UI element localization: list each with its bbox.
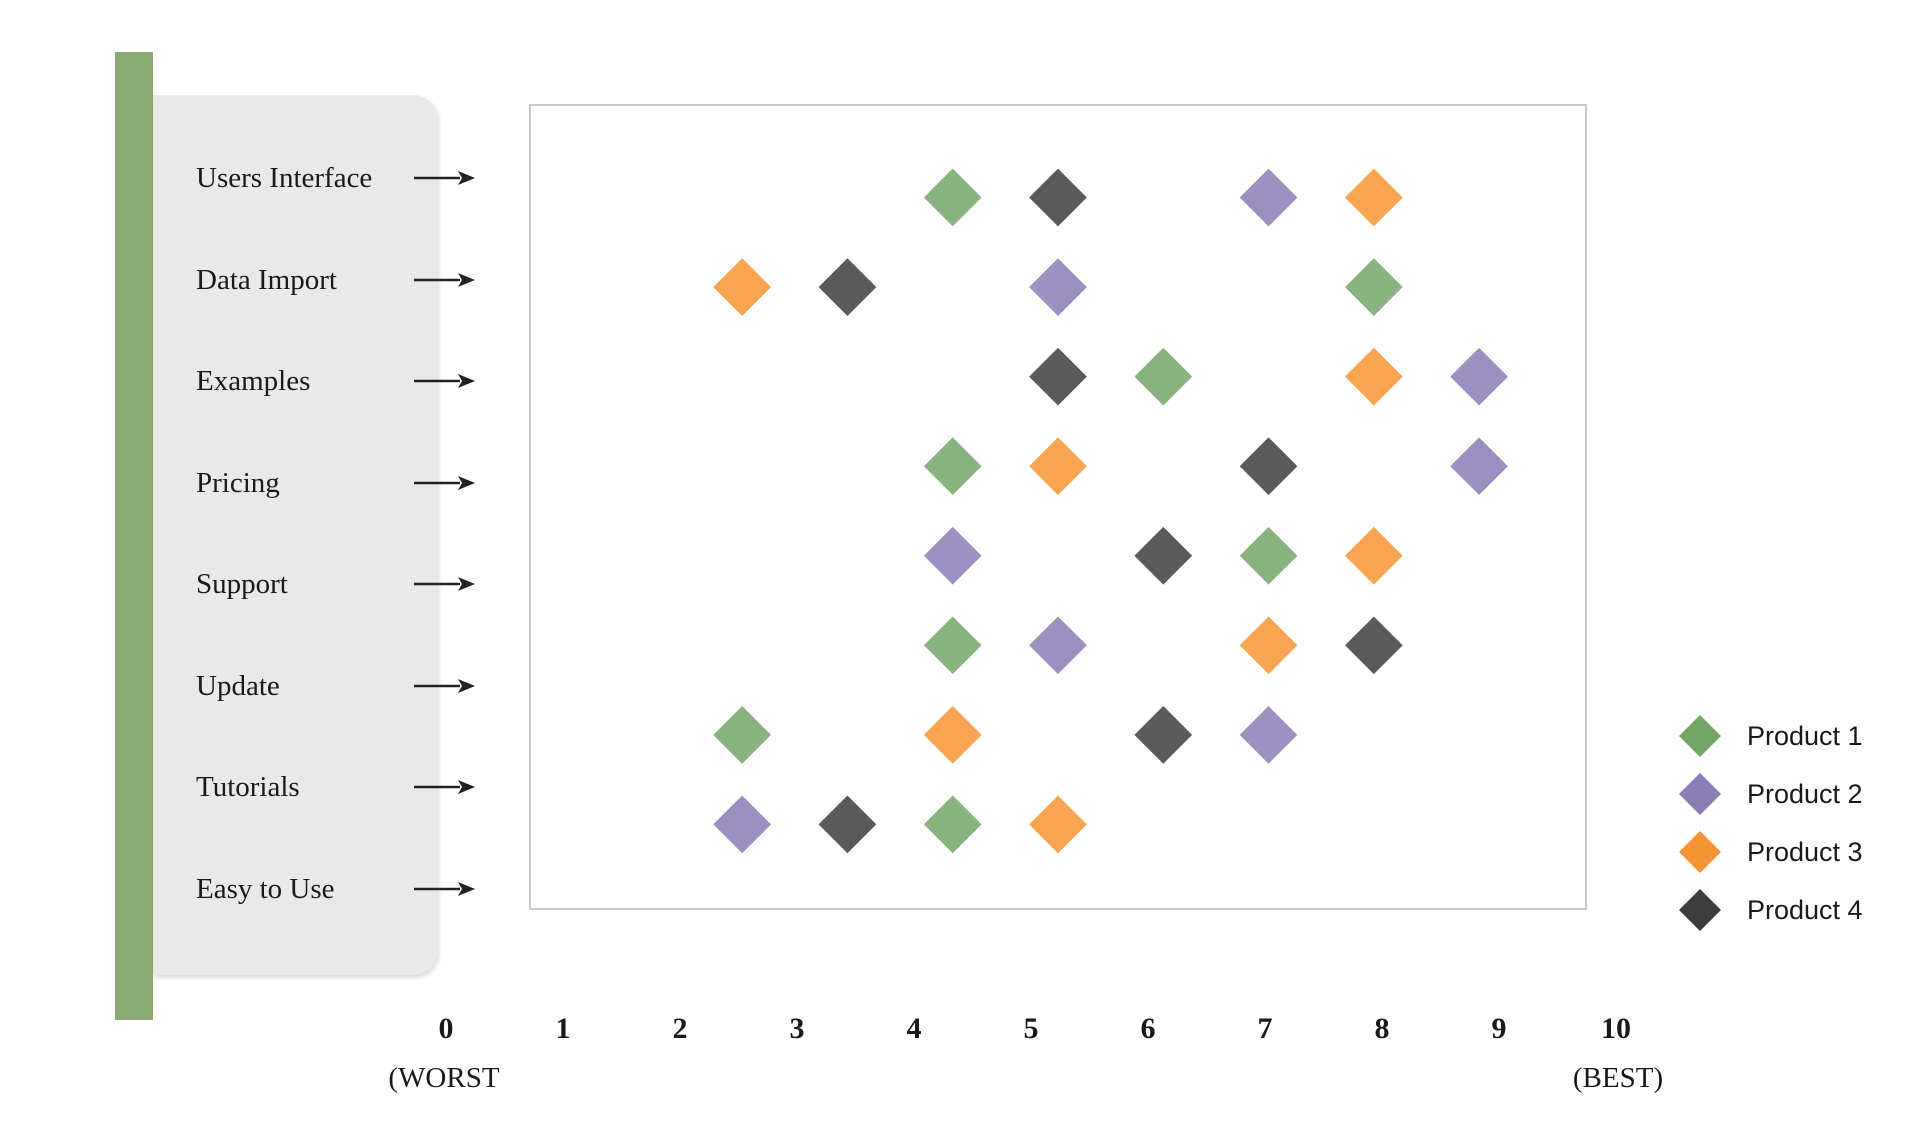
scatter-marker xyxy=(1029,795,1087,854)
legend-item: Product 3 xyxy=(1678,830,1863,874)
scatter-marker xyxy=(1029,347,1087,406)
category-arrow-icon xyxy=(414,577,475,591)
legend-item: Product 2 xyxy=(1678,772,1863,816)
x-tick-label: 4 xyxy=(906,1012,922,1045)
category-arrow-icon xyxy=(414,374,475,388)
scatter-marker xyxy=(923,706,982,764)
legend-label: Product 2 xyxy=(1747,778,1863,809)
scatter-marker xyxy=(1029,168,1087,227)
scatter-marker xyxy=(1029,437,1087,496)
category-arrow-icon xyxy=(414,475,475,490)
chart-plot-area xyxy=(529,104,1587,910)
scatter-marker xyxy=(1029,616,1087,675)
legend-label: Product 1 xyxy=(1747,720,1863,751)
legend-label: Product 3 xyxy=(1747,836,1863,867)
scatter-marker xyxy=(1450,437,1508,496)
category-label: Pricing xyxy=(196,466,280,499)
scatter-marker xyxy=(923,795,982,854)
legend-label: Product 4 xyxy=(1747,894,1863,925)
x-tick-label: 1 xyxy=(555,1012,571,1045)
legend-item: Product 1 xyxy=(1678,714,1863,758)
x-tick-label: 6 xyxy=(1140,1012,1156,1045)
category-label: Tutorials xyxy=(196,771,300,803)
x-tick-label: 2 xyxy=(672,1012,688,1045)
legend-marker-icon xyxy=(1679,831,1721,873)
scatter-marker xyxy=(1134,347,1193,406)
legend-marker-icon xyxy=(1679,773,1721,815)
scatter-marker xyxy=(923,526,982,585)
category-label: Users Interface xyxy=(196,162,373,194)
x-tick-label: 5 xyxy=(1023,1012,1039,1045)
axis-worst-label: (WORST xyxy=(388,1062,500,1094)
scatter-marker xyxy=(818,258,877,316)
category-arrow-icon xyxy=(414,171,475,185)
scatter-marker xyxy=(1344,616,1403,675)
category-arrow-icon xyxy=(414,881,475,896)
scatter-marker xyxy=(1344,347,1403,406)
legend-item: Product 4 xyxy=(1678,888,1863,932)
scatter-marker xyxy=(1344,526,1403,585)
scatter-marker xyxy=(1134,706,1193,764)
side-accent-bar xyxy=(115,52,153,1020)
scatter-marker xyxy=(923,168,982,227)
axis-best-label: (BEST) xyxy=(1572,1062,1664,1094)
scatter-marker xyxy=(713,258,772,316)
x-tick-label: 7 xyxy=(1257,1012,1273,1045)
legend-marker-icon xyxy=(1679,889,1721,931)
category-arrow-icon xyxy=(414,272,475,287)
scatter-marker xyxy=(923,616,982,675)
scatter-marker xyxy=(1344,258,1403,316)
category-arrow-icon xyxy=(414,780,475,794)
legend: Product 1 Product 2 Product 3 Product 4 xyxy=(1678,714,1863,946)
scatter-marker xyxy=(1239,437,1298,496)
scatter-marker xyxy=(1239,616,1298,675)
category-panel xyxy=(153,95,437,975)
scatter-marker xyxy=(1239,706,1298,764)
category-label: Update xyxy=(196,669,280,702)
category-arrow-icon xyxy=(414,678,475,693)
scatter-marker xyxy=(1029,258,1087,316)
category-label: Data Import xyxy=(196,263,337,296)
x-tick-label: 8 xyxy=(1374,1012,1390,1045)
scatter-marker xyxy=(923,437,982,496)
category-label: Easy to Use xyxy=(196,872,335,905)
scatter-marker xyxy=(1239,168,1298,227)
scatter-marker xyxy=(713,706,772,764)
scatter-marker xyxy=(1134,526,1193,585)
x-tick-label: 3 xyxy=(789,1012,805,1045)
category-label: Support xyxy=(196,568,288,600)
x-tick-label: 10 xyxy=(1601,1012,1631,1045)
x-tick-label: 0 xyxy=(438,1012,454,1045)
scatter-marker xyxy=(818,795,877,854)
scatter-marker xyxy=(1344,168,1403,227)
category-label: Examples xyxy=(196,365,311,397)
scatter-marker xyxy=(1239,526,1298,585)
scatter-plot xyxy=(713,168,1508,854)
scatter-marker xyxy=(713,795,772,854)
scatter-marker xyxy=(1450,347,1508,406)
x-tick-label: 9 xyxy=(1491,1012,1507,1045)
legend-marker-icon xyxy=(1679,715,1721,757)
